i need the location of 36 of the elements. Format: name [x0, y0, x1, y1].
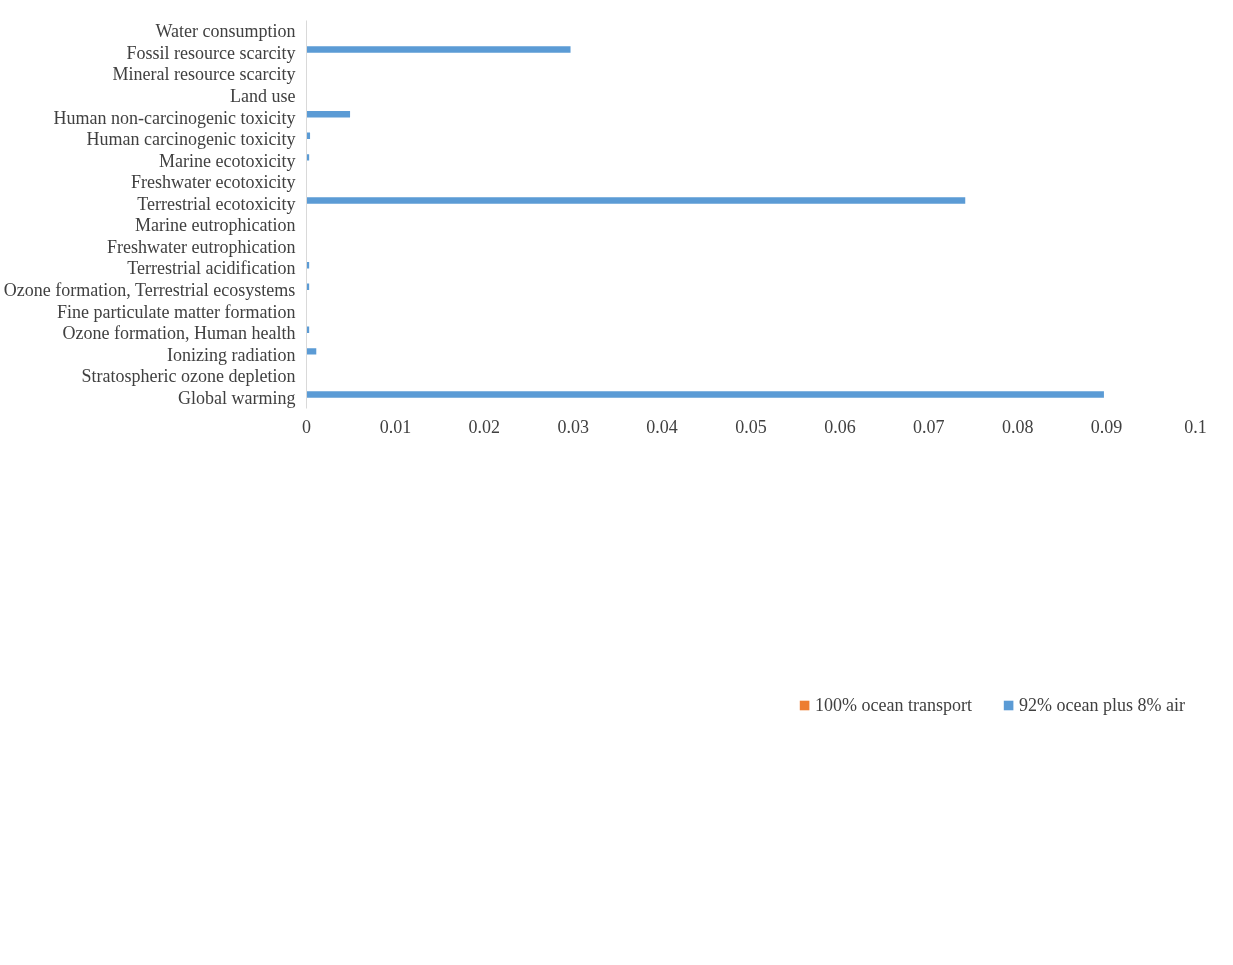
y-tick-label: Terrestrial acidification: [127, 258, 296, 279]
x-tick-label: 0: [302, 416, 311, 437]
y-tick-label: Ionizing radiation: [167, 344, 296, 365]
y-tick-label: Stratospheric ozone depletion: [81, 366, 296, 387]
y-tick-label: Terrestrial ecotoxicity: [137, 193, 296, 214]
y-tick-label: Land use: [230, 85, 296, 106]
legend-label: 92% ocean plus 8% air: [1019, 694, 1185, 716]
x-tick-label: 0.06: [824, 416, 856, 437]
bar: [306, 391, 1104, 398]
x-tick-label: 0.01: [379, 416, 412, 437]
legend-label: 100% ocean transport: [815, 694, 973, 716]
bar: [306, 46, 571, 53]
x-tick-label: 0.08: [1001, 416, 1034, 437]
y-tick-label: Human carcinogenic toxicity: [86, 129, 296, 150]
x-tick-label: 0.09: [1090, 416, 1123, 437]
y-tick-label: Freshwater eutrophication: [107, 236, 296, 257]
y-tick-label: Global warming: [178, 387, 296, 408]
bar: [306, 111, 351, 118]
bar: [306, 197, 966, 204]
x-tick-label: 0.03: [557, 416, 589, 437]
y-tick-label: Fossil resource scarcity: [126, 42, 296, 63]
y-tick-label: Water consumption: [155, 21, 296, 42]
y-tick-label: Ozone formation, Terrestrial ecosystems: [3, 279, 296, 300]
x-tick-label: 0.02: [468, 416, 501, 437]
y-tick-label: Mineral resource scarcity: [112, 64, 296, 85]
y-tick-label: Fine particulate matter formation: [57, 301, 296, 322]
bar: [306, 348, 317, 355]
y-tick-label: Marine ecotoxicity: [159, 150, 296, 171]
y-tick-label: Freshwater ecotoxicity: [131, 172, 296, 193]
x-tick-label: 0.05: [735, 416, 767, 437]
x-tick-label: 0.07: [913, 416, 945, 437]
x-tick-label: 0.04: [646, 416, 678, 437]
x-tick-label: 0.1: [1184, 416, 1207, 437]
y-tick-label: Marine eutrophication: [135, 215, 296, 236]
y-tick-label: Human non-carcinogenic toxicity: [53, 107, 296, 128]
y-tick-label: Ozone formation, Human health: [62, 323, 296, 344]
